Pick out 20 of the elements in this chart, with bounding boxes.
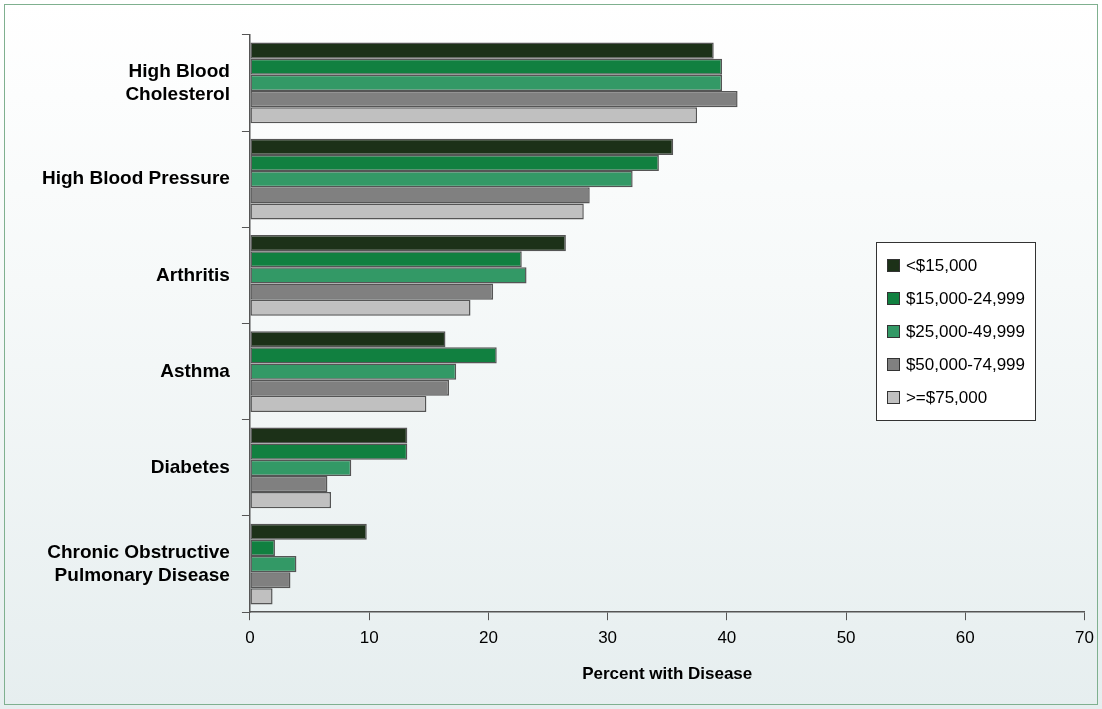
x-tick-label: 60 (955, 628, 975, 648)
y-tick-label: Asthma (160, 359, 231, 381)
legend-label: $50,000-74,999 (904, 354, 1025, 376)
x-axis-title: Percent with Disease (582, 664, 753, 684)
y-tick-label: Arthritis (156, 263, 230, 285)
legend-label: $15,000-24,999 (904, 288, 1025, 310)
y-tick-label: Chronic Obstructive Pulmonary Disease (47, 540, 230, 585)
x-tick-label: 70 (1075, 628, 1095, 648)
x-tick-label: 10 (359, 628, 379, 648)
legend-label: >=$75,000 (904, 387, 989, 409)
y-tick-label: High Blood Pressure (42, 167, 230, 189)
legend-label: $25,000-49,999 (904, 321, 1025, 343)
x-tick-label: 50 (836, 628, 856, 648)
x-tick-label: 0 (245, 628, 255, 648)
x-tick-label: 30 (598, 628, 618, 648)
y-tick-label: High Blood Cholesterol (125, 59, 230, 104)
x-tick-label: 40 (717, 628, 737, 648)
y-tick-label: Diabetes (150, 456, 230, 478)
legend-label: <$15,000 (904, 255, 979, 277)
x-tick-label: 20 (478, 628, 498, 648)
